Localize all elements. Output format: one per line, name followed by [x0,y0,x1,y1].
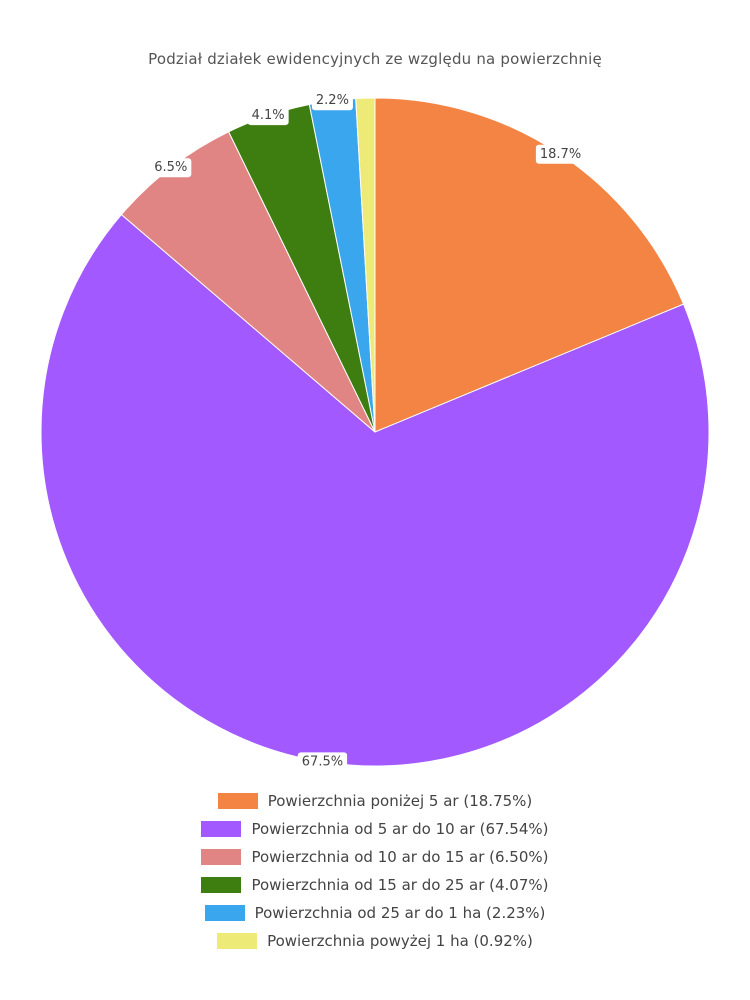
pie-data-label: 2.2% [311,91,353,111]
pie-data-labels: 18.7% 67.5% 6.5% 4.1% 2.2% [150,91,586,772]
pie-slice[interactable] [355,97,376,433]
chart-title: Podział działek ewidencyjnych ze względu… [148,50,602,68]
pie-data-label: 67.5% [297,752,348,772]
legend-label: Powierzchnia powyżej 1 ha (0.92%) [267,932,533,950]
pie-slices [40,97,710,767]
legend-label: Powierzchnia od 25 ar do 1 ha (2.23%) [254,904,546,922]
pie-data-label-text: 6.5% [154,160,187,175]
legend-swatch [201,821,242,837]
legend-label: Powierzchnia od 10 ar do 15 ar (6.50%) [251,848,549,866]
legend-label: Powierzchnia od 5 ar do 10 ar (67.54%) [251,820,549,838]
legend-swatch [201,849,242,865]
legend-item[interactable]: Powierzchnia powyżej 1 ha (0.92%) [0,927,750,955]
legend-swatch [201,877,242,893]
legend-item[interactable]: Powierzchnia od 25 ar do 1 ha (2.23%) [0,899,750,927]
legend-label: Powierzchnia od 15 ar do 25 ar (4.07%) [251,876,549,894]
legend-item[interactable]: Powierzchnia poniżej 5 ar (18.75%) [0,787,750,815]
legend-item[interactable]: Powierzchnia od 10 ar do 15 ar (6.50%) [0,843,750,871]
pie-chart: 18.7% 67.5% 6.5% 4.1% 2.2% [40,91,710,772]
legend: Powierzchnia poniżej 5 ar (18.75%) Powier… [0,787,750,955]
pie-data-label-box [311,91,353,111]
pie-data-label-box [247,106,289,126]
pie-data-label-box [150,158,192,178]
pie-data-label-box [297,752,348,772]
pie-data-label-text: 4.1% [252,108,285,123]
pie-data-label: 6.5% [150,158,192,178]
legend-label: Powierzchnia poniżej 5 ar (18.75%) [267,792,533,810]
pie-data-label-text: 67.5% [302,754,343,769]
legend-item[interactable]: Powierzchnia od 5 ar do 10 ar (67.54%) [0,815,750,843]
pie-data-label-box [535,144,586,164]
legend-swatch [217,793,258,809]
pie-data-label-text: 2.2% [316,93,349,108]
pie-data-label: 4.1% [247,106,289,126]
legend-swatch [204,905,245,921]
legend-swatch [217,933,258,949]
pie-data-label-text: 18.7% [540,147,581,162]
pie-data-label: 18.7% [535,144,586,164]
legend-item[interactable]: Powierzchnia od 15 ar do 25 ar (4.07%) [0,871,750,899]
